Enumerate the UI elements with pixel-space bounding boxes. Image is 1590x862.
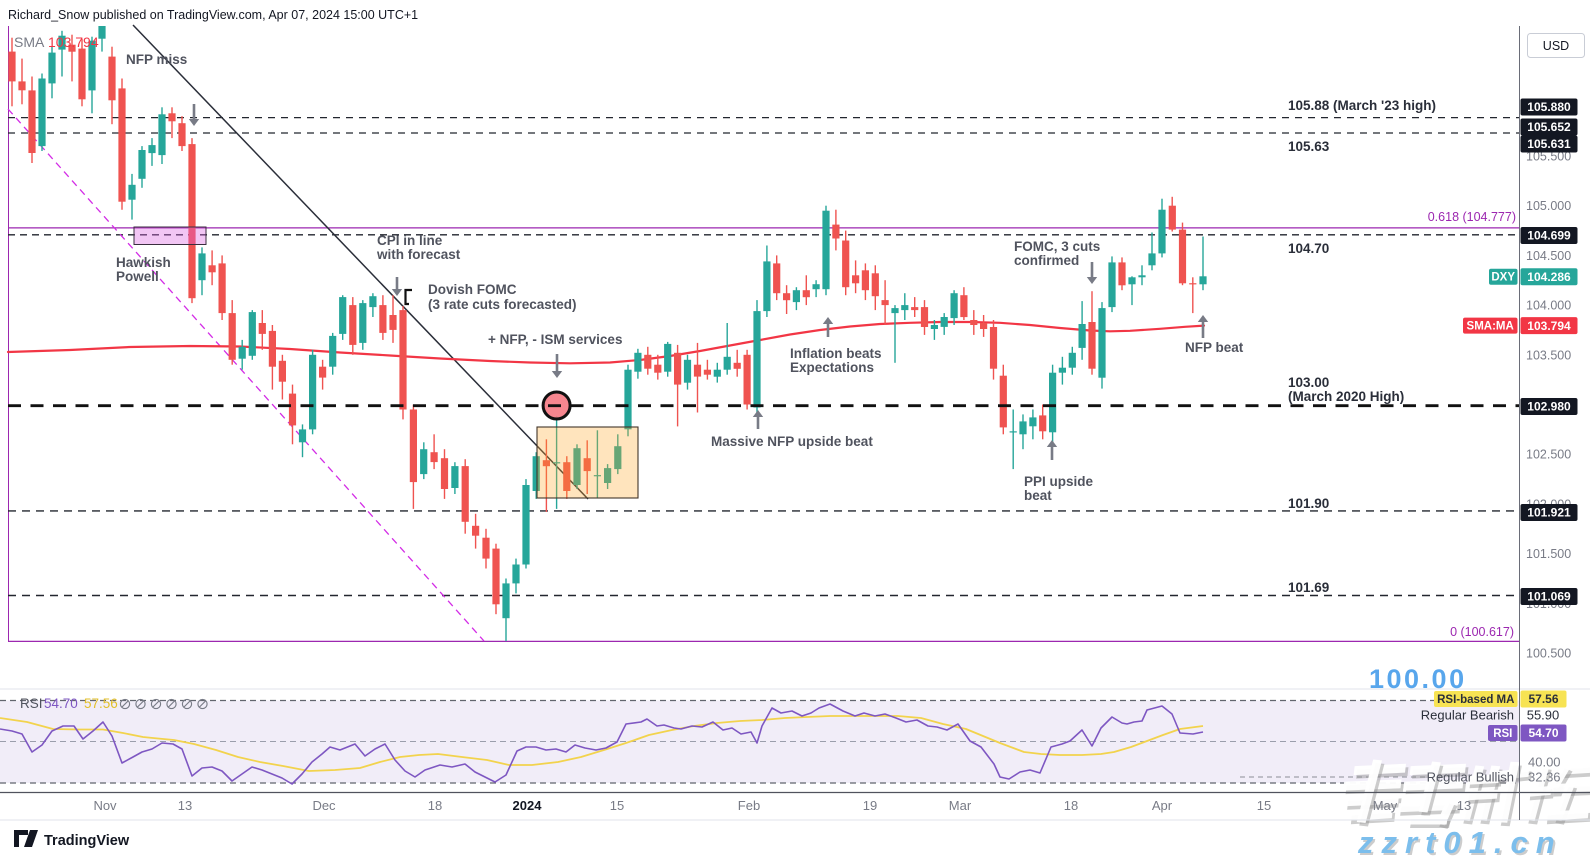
svg-text:Dec: Dec <box>312 798 336 813</box>
svg-text:105.88 (March '23 high): 105.88 (March '23 high) <box>1288 98 1436 113</box>
svg-text:NFP miss: NFP miss <box>126 52 187 67</box>
svg-text:(3 rate cuts forecasted): (3 rate cuts forecasted) <box>428 297 577 312</box>
svg-text:Regular Bullish: Regular Bullish <box>1427 770 1514 785</box>
svg-text:+ NFP, - ISM services: + NFP, - ISM services <box>488 332 622 347</box>
svg-text:101.500: 101.500 <box>1526 547 1571 561</box>
svg-text:SMA:MA: SMA:MA <box>1467 321 1514 333</box>
svg-text:DXY: DXY <box>1491 272 1515 284</box>
svg-text:32.36: 32.36 <box>1528 770 1561 785</box>
svg-text:55.90: 55.90 <box>1527 708 1560 723</box>
svg-text:NFP beat: NFP beat <box>1185 340 1244 355</box>
svg-text:Dovish FOMC: Dovish FOMC <box>428 282 517 297</box>
svg-text:105.631: 105.631 <box>1527 137 1571 151</box>
svg-text:Feb: Feb <box>738 798 760 813</box>
svg-text:54.70: 54.70 <box>1528 726 1558 740</box>
svg-text:(March 2020 High): (March 2020 High) <box>1288 389 1404 404</box>
svg-text:104.699: 104.699 <box>1527 229 1571 243</box>
svg-text:18: 18 <box>428 798 442 813</box>
svg-text:100.500: 100.500 <box>1526 647 1571 661</box>
svg-text:15: 15 <box>1257 798 1271 813</box>
svg-text:RSI: RSI <box>1493 728 1512 740</box>
svg-text:SMA: SMA <box>14 34 45 50</box>
svg-text:102.500: 102.500 <box>1526 448 1571 462</box>
svg-text:Apr: Apr <box>1152 798 1173 813</box>
svg-text:103.500: 103.500 <box>1526 348 1571 362</box>
svg-text:13: 13 <box>1457 798 1471 813</box>
svg-text:102.980: 102.980 <box>1527 400 1571 414</box>
svg-text:104.500: 104.500 <box>1526 249 1571 263</box>
svg-text:USD: USD <box>1543 39 1569 53</box>
svg-text:105.500: 105.500 <box>1526 150 1571 164</box>
svg-text:Massive NFP upside beat: Massive NFP upside beat <box>711 434 873 449</box>
svg-text:0 (100.617): 0 (100.617) <box>1450 625 1514 639</box>
svg-text:105.63: 105.63 <box>1288 139 1330 154</box>
svg-text:103.794: 103.794 <box>1527 319 1571 333</box>
svg-text:confirmed: confirmed <box>1014 253 1079 268</box>
svg-text:RSI-based MA: RSI-based MA <box>1437 694 1514 706</box>
svg-text:104.286: 104.286 <box>1527 270 1571 284</box>
svg-text:101.921: 101.921 <box>1527 506 1571 520</box>
svg-text:105.000: 105.000 <box>1526 199 1571 213</box>
svg-text:Hawkish: Hawkish <box>116 255 171 270</box>
svg-text:Regular Bearish: Regular Bearish <box>1421 708 1514 723</box>
svg-text:0.618 (104.777): 0.618 (104.777) <box>1428 210 1516 224</box>
svg-text:104.000: 104.000 <box>1526 299 1571 313</box>
svg-text:TradingView: TradingView <box>44 833 130 849</box>
svg-text:105.880: 105.880 <box>1527 100 1571 114</box>
svg-text:105.652: 105.652 <box>1527 120 1571 134</box>
svg-text:2024: 2024 <box>513 798 543 813</box>
svg-text:101.90: 101.90 <box>1288 496 1329 511</box>
svg-text:57.56: 57.56 <box>84 696 118 711</box>
svg-text:15: 15 <box>610 798 624 813</box>
svg-text:19: 19 <box>863 798 877 813</box>
svg-text:18: 18 <box>1064 798 1078 813</box>
svg-text:CPI in line: CPI in line <box>377 233 443 248</box>
svg-text:104.70: 104.70 <box>1288 241 1329 256</box>
svg-text:Mar: Mar <box>949 798 972 813</box>
svg-text:Richard_Snow published on Trad: Richard_Snow published on TradingView.co… <box>8 8 418 22</box>
svg-text:PPI upside: PPI upside <box>1024 474 1094 489</box>
svg-text:13: 13 <box>178 798 192 813</box>
svg-text:beat: beat <box>1024 488 1052 503</box>
svg-text:zzrt01.cn: zzrt01.cn <box>1359 827 1565 857</box>
svg-text:zzrt01.cn: zzrt01.cn <box>1357 825 1563 857</box>
svg-text:57.56: 57.56 <box>1528 692 1558 706</box>
svg-text:May: May <box>1373 798 1398 813</box>
svg-text:103.794: 103.794 <box>48 34 99 50</box>
svg-text:with forecast: with forecast <box>376 247 461 262</box>
svg-text:FOMC, 3 cuts: FOMC, 3 cuts <box>1014 239 1100 254</box>
svg-text:Expectations: Expectations <box>790 360 874 375</box>
svg-text:Inflation beats: Inflation beats <box>790 346 882 361</box>
svg-text:101.69: 101.69 <box>1288 580 1329 595</box>
svg-text:101.069: 101.069 <box>1527 590 1571 604</box>
svg-text:103.00: 103.00 <box>1288 375 1329 390</box>
svg-text:Powell: Powell <box>116 269 159 284</box>
svg-text:RSI: RSI <box>20 696 43 711</box>
svg-text:40.00: 40.00 <box>1528 755 1561 770</box>
svg-text:Nov: Nov <box>93 798 117 813</box>
svg-text:54.70: 54.70 <box>44 696 78 711</box>
